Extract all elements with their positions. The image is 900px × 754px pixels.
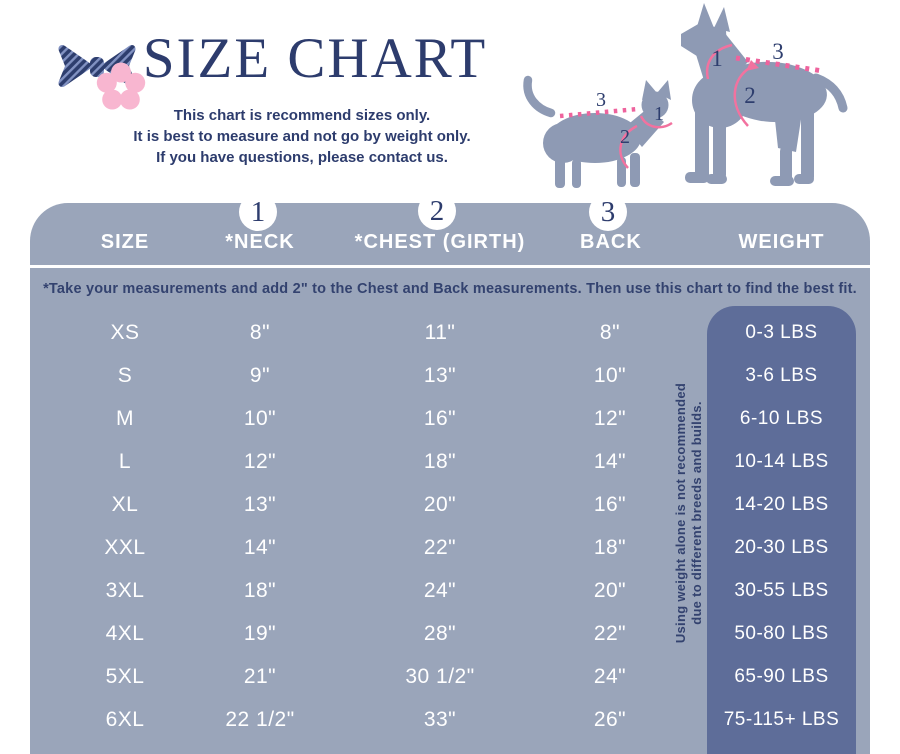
dog-silhouette [681, 3, 848, 186]
cat-diagram: 3 1 2 [523, 75, 673, 188]
cell-back: 10" [593, 363, 627, 387]
cell-chest: 30 1/2" [405, 664, 475, 688]
table-header-row: SIZE *NECK *CHEST (GIRTH) BACK WEIGHT [30, 231, 856, 254]
cell-chest: 28" [423, 621, 457, 645]
flower-icon [96, 62, 146, 110]
table-row: M 10" 16" 12" 6-10 LBS [30, 397, 856, 440]
cell-back: 20" [593, 578, 627, 602]
cat-back-number: 3 [596, 89, 606, 111]
cell-weight: 20-30 LBS [734, 536, 829, 558]
cell-back: 24" [593, 664, 627, 688]
cell-neck: 22 1/2" [225, 707, 295, 731]
chest-step-number: 2 [429, 194, 445, 227]
cell-neck: 9" [249, 363, 271, 387]
cell-size: L [118, 449, 132, 473]
dog-chest-number: 2 [744, 83, 756, 108]
weight-column-highlight [707, 306, 856, 754]
neck-step-number: 1 [250, 195, 266, 228]
cell-neck: 13" [243, 492, 277, 516]
weight-disclaimer: Using weight alone is not recommended du… [673, 363, 705, 663]
cell-weight: 30-55 LBS [734, 579, 829, 601]
cell-weight: 14-20 LBS [734, 493, 829, 515]
column-header-back: BACK [580, 231, 642, 253]
dog-neck-number: 1 [711, 46, 723, 71]
cell-back: 14" [593, 449, 627, 473]
cell-size: XS [110, 320, 140, 344]
cell-weight: 3-6 LBS [745, 364, 818, 386]
cell-size: S [117, 363, 133, 387]
subtitle: This chart is recommend sizes only. It i… [52, 105, 552, 168]
cell-back: 18" [593, 535, 627, 559]
table-row: XS 8" 11" 8" 0-3 LBS [30, 311, 856, 354]
cell-chest: 18" [423, 449, 457, 473]
back-step-number: 3 [600, 195, 616, 228]
cell-weight: 75-115+ LBS [723, 708, 840, 730]
dog-measure-marks: 3 1 2 [705, 39, 824, 127]
column-header-chest: *CHEST (GIRTH) [354, 231, 526, 253]
cell-chest: 11" [424, 320, 456, 344]
dog-diagram: 3 1 2 [681, 3, 848, 186]
measurement-note: *Take your measurements and add 2" to th… [43, 281, 857, 297]
cat-measure-marks: 3 1 2 [559, 89, 673, 169]
cat-neck-number: 1 [654, 103, 664, 125]
cell-chest: 24" [423, 578, 457, 602]
cell-back: 12" [593, 406, 627, 430]
cell-size: 4XL [105, 621, 145, 645]
cell-chest: 33" [423, 707, 457, 731]
column-header-size: SIZE [100, 231, 150, 253]
header-divider [30, 265, 870, 268]
cat-silhouette [523, 75, 671, 188]
table-row: S 9" 13" 10" 3-6 LBS [30, 354, 856, 397]
column-header-weight: WEIGHT [738, 231, 825, 253]
cell-neck: 12" [243, 449, 277, 473]
table-row: L 12" 18" 14" 10-14 LBS [30, 440, 856, 483]
subtitle-line-1: This chart is recommend sizes only. [173, 107, 431, 124]
subtitle-line-3: If you have questions, please contact us… [156, 149, 448, 166]
cell-size: XL [111, 492, 139, 516]
cell-back: 8" [599, 320, 621, 344]
cell-back: 26" [593, 707, 627, 731]
page-title: SIZE CHART [142, 27, 488, 90]
cell-neck: 8" [249, 320, 271, 344]
back-step-badge: 3 [589, 193, 627, 231]
cell-weight: 0-3 LBS [745, 321, 818, 343]
cell-size: 5XL [105, 664, 145, 688]
cell-neck: 10" [243, 406, 277, 430]
cell-size: 6XL [105, 707, 145, 731]
cat-chest-number: 2 [620, 126, 630, 148]
cell-neck: 21" [243, 664, 277, 688]
weight-disclaimer-line-1: Using weight alone is not recommended [673, 382, 688, 644]
cell-neck: 18" [243, 578, 277, 602]
cell-back: 16" [593, 492, 627, 516]
table-row: 6XL 22 1/2" 33" 26" 75-115+ LBS [30, 698, 856, 741]
cell-chest: 16" [423, 406, 457, 430]
cell-size: M [116, 406, 134, 430]
size-table: 1 2 3 SIZE *NECK *CHEST (GIRTH) BACK WEI… [30, 192, 870, 754]
subtitle-line-2: It is best to measure and not go by weig… [133, 128, 471, 145]
table-body: XS 8" 11" 8" 0-3 LBS S 9" 13" 10" 3-6 LB… [30, 311, 856, 741]
cell-weight: 6-10 LBS [739, 407, 824, 429]
cell-weight: 65-90 LBS [734, 665, 829, 687]
table-row: 4XL 19" 28" 22" 50-80 LBS [30, 612, 856, 655]
cell-chest: 13" [423, 363, 457, 387]
dog-back-number: 3 [772, 39, 784, 64]
cell-weight: 50-80 LBS [734, 622, 829, 644]
cell-neck: 19" [243, 621, 277, 645]
cell-back: 22" [593, 621, 627, 645]
table-row: 5XL 21" 30 1/2" 24" 65-90 LBS [30, 655, 856, 698]
table-row: XL 13" 20" 16" 14-20 LBS [30, 483, 856, 526]
cell-chest: 22" [423, 535, 457, 559]
cell-size: XXL [104, 535, 146, 559]
cell-size: 3XL [105, 578, 145, 602]
chest-step-badge: 2 [418, 192, 456, 230]
cell-chest: 20" [423, 492, 457, 516]
neck-step-badge: 1 [239, 193, 277, 231]
column-header-neck: *NECK [225, 231, 295, 253]
cell-neck: 14" [243, 535, 277, 559]
table-row: 3XL 18" 24" 20" 30-55 LBS [30, 569, 856, 612]
table-row: XXL 14" 22" 18" 20-30 LBS [30, 526, 856, 569]
cell-weight: 10-14 LBS [734, 450, 829, 472]
weight-disclaimer-line-2: due to different breeds and builds. [689, 401, 704, 625]
